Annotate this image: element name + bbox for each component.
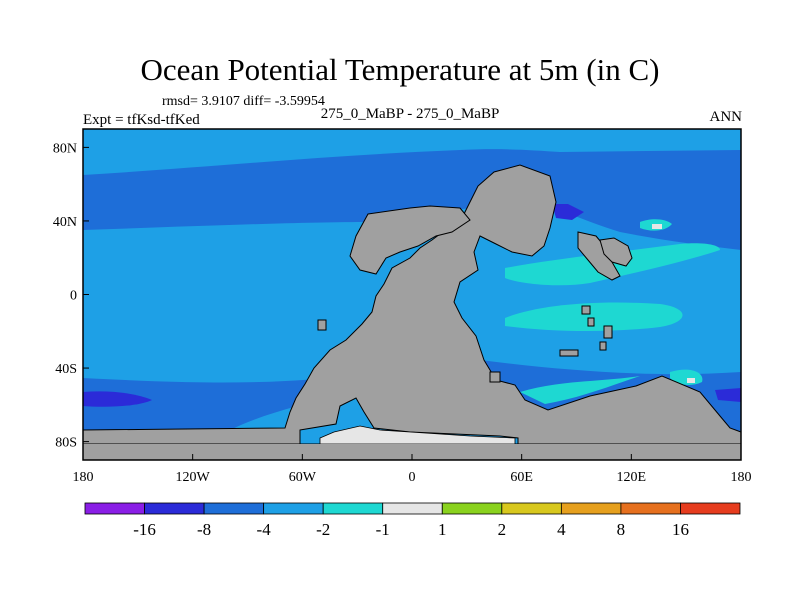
x-axis: 180 120W 60W 0 60E 120E 180 <box>73 454 752 485</box>
colorbar-swatch <box>680 502 741 515</box>
land-island-5 <box>599 341 607 351</box>
colorbar-swatch <box>501 502 562 515</box>
colorbar-swatch <box>263 502 324 515</box>
south-polar-land <box>83 444 741 460</box>
x-tick-label: 0 <box>409 470 416 485</box>
colorbar-label: -8 <box>197 520 211 539</box>
land-island-6 <box>559 349 579 357</box>
pacific-south-dark-patch <box>83 393 210 414</box>
cold-patch-north <box>552 204 584 220</box>
experiment-label: Expt = tfKsd-tfKed <box>83 112 200 128</box>
warm-patch-equator <box>505 302 683 332</box>
colorbar-swatch <box>382 502 443 515</box>
x-tick-label: 120W <box>176 470 211 485</box>
land-mass <box>82 164 742 445</box>
colorbar-swatch <box>322 502 384 515</box>
y-tick-label: 80S <box>55 436 77 451</box>
cold-patch-east <box>715 388 741 402</box>
colorbar-swatch <box>203 502 265 515</box>
season-label: ANN <box>709 109 743 125</box>
land-north <box>349 205 471 275</box>
colorbar: -16 -8 -4 -2 -1 1 2 4 8 16 <box>84 502 741 539</box>
colorbar-swatch <box>620 502 681 515</box>
map-plot <box>82 128 742 461</box>
x-tick-label: 60E <box>510 470 533 485</box>
chart-title: Ocean Potential Temperature at 5m (in C) <box>140 52 660 87</box>
land-island-3 <box>587 317 595 327</box>
colorbar-swatch <box>144 502 205 515</box>
colorbar-label: -2 <box>316 520 330 539</box>
y-tick-label: 40N <box>53 215 77 230</box>
colorbar-swatch <box>441 502 503 515</box>
y-tick-label: 40S <box>55 362 77 377</box>
near-zero-patch-southeast <box>687 378 695 383</box>
y-axis: 80N 40N 0 40S 80S <box>53 141 89 451</box>
warm-patch-south <box>520 376 640 404</box>
colorbar-label: 8 <box>617 520 626 539</box>
land-island-4 <box>603 325 613 339</box>
colorbar-label: 1 <box>438 520 447 539</box>
land-island-northeast <box>599 237 633 267</box>
stats-text: rmsd= 3.9107 diff= -3.59954 <box>162 94 325 109</box>
colorbar-label: -1 <box>376 520 390 539</box>
colorbar-label: -4 <box>257 520 272 539</box>
x-tick-label: 60W <box>289 470 317 485</box>
land-island-2 <box>581 305 591 315</box>
near-zero-patch-east <box>652 224 662 229</box>
chart-subtitle: 275_0_MaBP - 275_0_MaBP <box>320 106 500 122</box>
colorbar-swatch <box>560 502 622 515</box>
y-tick-label: 0 <box>70 289 77 304</box>
colorbar-label: 2 <box>498 520 507 539</box>
cold-patch-pacific <box>83 391 152 407</box>
colorbar-label: 4 <box>557 520 566 539</box>
x-tick-label: 180 <box>73 470 94 485</box>
colorbar-label: -16 <box>133 520 156 539</box>
north-dark-band <box>83 149 741 250</box>
x-tick-label: 180 <box>731 470 752 485</box>
x-tick-label: 120E <box>617 470 647 485</box>
land-island-7 <box>489 371 501 383</box>
land-island-1 <box>317 319 327 331</box>
colorbar-swatch <box>84 502 145 515</box>
colorbar-label: 16 <box>672 520 689 539</box>
y-tick-label: 80N <box>53 141 77 156</box>
south-dark-band <box>83 378 340 440</box>
